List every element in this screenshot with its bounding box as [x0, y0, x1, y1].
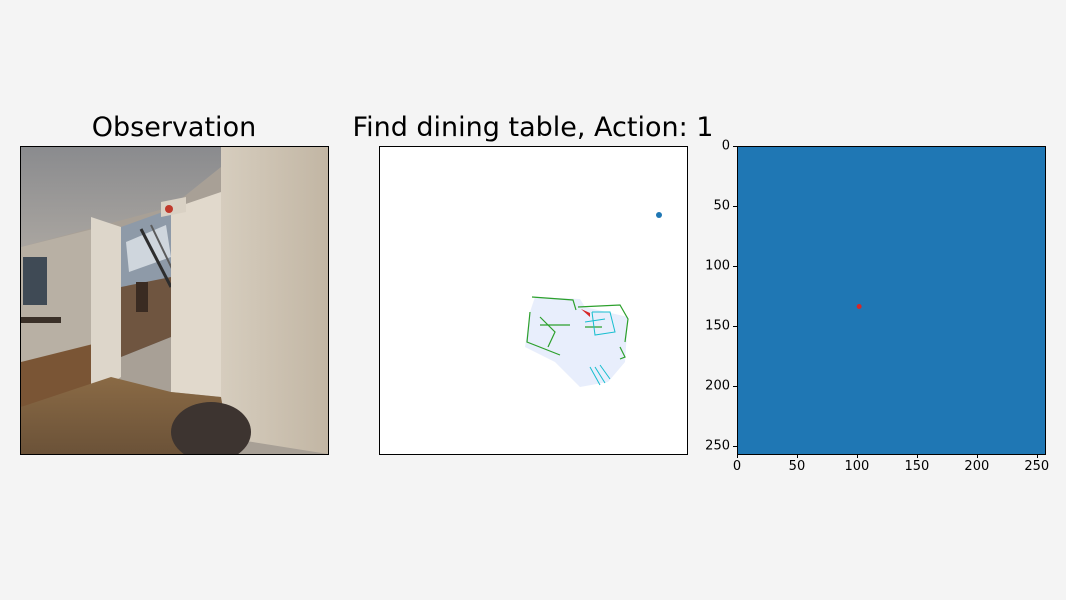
- x-tick-mark: [796, 454, 798, 458]
- semantic-map: [379, 146, 688, 455]
- x-tick-mark: [856, 454, 858, 458]
- y-tick-label: 250: [705, 438, 730, 454]
- heatmap-point: [856, 303, 862, 309]
- y-tick-label: 150: [705, 318, 730, 334]
- y-tick-label: 0: [721, 138, 730, 154]
- y-tick-mark: [733, 146, 737, 147]
- x-tick-label: 150: [904, 459, 930, 474]
- x-tick-mark: [737, 454, 738, 458]
- x-tick-label: 200: [964, 459, 990, 474]
- observation-title: Observation: [91, 112, 257, 143]
- y-tick-label: 200: [705, 378, 730, 394]
- y-tick-mark: [733, 205, 737, 207]
- value-heatmap: [737, 146, 1046, 455]
- y-tick-mark: [733, 385, 737, 387]
- x-tick-mark: [916, 454, 918, 458]
- x-tick-label: 0: [732, 459, 742, 474]
- goal-object-layer: [584, 311, 616, 386]
- y-tick-mark: [733, 265, 737, 267]
- x-tick-mark: [976, 454, 978, 458]
- y-tick-mark: [733, 325, 737, 327]
- y-tick-mark: [733, 445, 737, 447]
- x-tick-mark: [1036, 454, 1038, 458]
- agent-marker: [581, 309, 590, 317]
- x-tick-label: 250: [1024, 459, 1050, 474]
- x-tick-label: 100: [844, 459, 870, 474]
- semantic-map-title: Find dining table, Action: 1: [352, 112, 714, 143]
- x-tick-label: 50: [788, 459, 806, 474]
- observation-image: [20, 146, 329, 455]
- goal-marker: [656, 212, 662, 218]
- y-tick-label: 50: [713, 198, 730, 214]
- y-tick-label: 100: [705, 258, 730, 274]
